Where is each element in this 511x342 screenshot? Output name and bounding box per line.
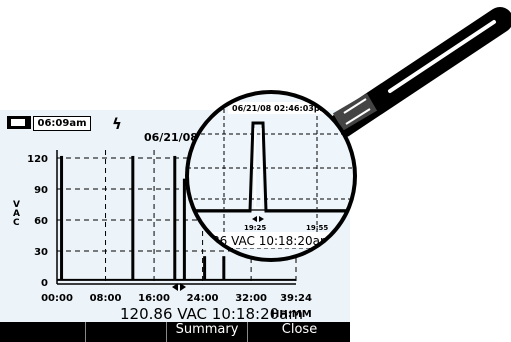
magnifier-timestamp: 06/21/08 02:46:03pm: [232, 104, 328, 113]
x-tick-label: 00:00: [41, 293, 73, 304]
cursor-arrows-icon[interactable]: [172, 283, 186, 291]
spike-mark: [222, 256, 226, 280]
y-tick-label: 30: [34, 247, 48, 258]
x-tick-label: 32:00: [235, 293, 267, 304]
x-tick-label: 16:00: [138, 293, 170, 304]
spike-mark: [131, 155, 135, 280]
spike-mark: [60, 155, 64, 280]
y-tick-labels: 120 90 60 30 0: [27, 154, 48, 289]
chart-series: [57, 155, 296, 281]
y-tick-label: 60: [34, 216, 48, 227]
time-units-label: HH:MM: [271, 309, 312, 320]
softkey-bar: [0, 322, 350, 342]
lightning-bolt-icon: ϟ: [112, 115, 122, 133]
date-display: 06/21/08: [144, 131, 198, 144]
y-tick-label: 0: [41, 278, 48, 289]
x-tick-label: 24:00: [187, 293, 219, 304]
magnifier-readout: 86 VAC 10:18:20am: [212, 234, 332, 248]
magnifier-handle: [329, 7, 511, 138]
clock-display: 06:09am: [33, 116, 91, 131]
softkey-2[interactable]: [85, 322, 166, 342]
summary-button[interactable]: Summary: [166, 322, 247, 342]
x-tick-label: 08:00: [90, 293, 122, 304]
x-tick-label: 39:24: [280, 293, 312, 304]
battery-icon: [7, 116, 31, 129]
spike-mark: [203, 256, 207, 280]
y-tick-label: 120: [27, 154, 48, 165]
measurement-readout: 120.86 VAC 10:18:20am: [120, 305, 303, 323]
magnifier-x-tick-2: 19:55: [306, 224, 328, 232]
magnifier-x-tick-1: 19:25: [244, 224, 266, 232]
y-tick-label: 90: [34, 185, 48, 196]
spike-mark: [173, 155, 177, 280]
magnifier-rim: [185, 90, 357, 262]
close-button[interactable]: Close: [247, 322, 351, 342]
spike-mark: [182, 178, 186, 280]
x-tick-labels: 00:00 08:00 16:00 24:00 32:00 39:24: [41, 293, 312, 304]
